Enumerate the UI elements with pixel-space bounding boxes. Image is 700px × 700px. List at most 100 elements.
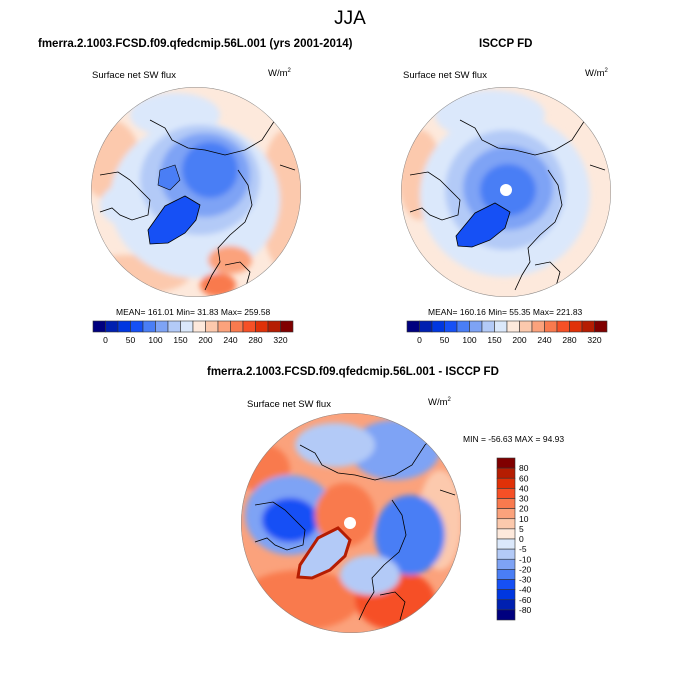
panel3-left-string: Surface net SW flux	[247, 399, 331, 410]
coastline	[204, 169, 253, 291]
colorbar-box	[496, 477, 516, 489]
colorbar-tick-label: 150	[173, 335, 187, 345]
colorbar-box	[431, 320, 445, 333]
coastline	[224, 261, 251, 291]
field-region	[295, 423, 375, 467]
colorbar-box	[506, 320, 520, 333]
coastline	[514, 169, 563, 291]
map-panel1	[91, 87, 301, 297]
units-sup: 2	[287, 68, 291, 74]
colorbar-tick-label: 150	[487, 335, 501, 345]
figure-title: JJA	[334, 8, 366, 29]
greenland-low-region	[147, 195, 201, 245]
colorbar-tick-label: 10	[519, 514, 529, 524]
colorbar-box	[180, 320, 194, 333]
map-panel2	[401, 87, 611, 297]
colorbar-tick-label: 320	[587, 335, 601, 345]
panel2-title: ISCCP FD	[479, 38, 533, 50]
colorbar-panel1: 0 50 100 150 200 240 280 320	[92, 320, 294, 345]
colorbar-tick-label: 200	[198, 335, 212, 345]
panel3-stats: MIN = -56.63 MAX = 94.93	[463, 434, 565, 444]
coastline	[589, 164, 606, 171]
colorbar-tick-label: 50	[440, 335, 450, 345]
field-region	[340, 555, 400, 595]
colorbar-box	[267, 320, 281, 333]
colorbar-tick-label: 100	[462, 335, 476, 345]
colorbar-box	[456, 320, 470, 333]
colorbar-tick-label: 40	[519, 483, 529, 493]
colorbar-tick-label: 240	[223, 335, 237, 345]
colorbar-box	[217, 320, 231, 333]
panel1-stats: MEAN= 161.01 Min= 31.83 Max= 259.58	[116, 307, 271, 317]
colorbar-box	[496, 498, 516, 509]
field-region	[435, 90, 545, 140]
coastline	[93, 127, 113, 133]
colorbar-tick-label: 5	[519, 524, 524, 534]
colorbar-tick-label: 30	[519, 494, 529, 504]
panel3-units: W/m2	[428, 397, 451, 408]
colorbar-box	[105, 320, 119, 333]
colorbar-box	[519, 320, 533, 333]
colorbar-box	[496, 579, 516, 590]
units-text: W/m	[585, 68, 605, 80]
units-text: W/m	[268, 68, 288, 80]
colorbar-tick-label: 0	[417, 335, 422, 345]
colorbar-box	[569, 320, 583, 333]
colorbar-box	[255, 320, 269, 333]
colorbar-box	[155, 320, 169, 333]
coastlines	[254, 432, 456, 621]
colorbar-tick-label: 0	[519, 534, 524, 544]
colorbar-tick-label: 20	[519, 504, 529, 514]
colorbar-tick-label: -30	[519, 575, 532, 585]
archipelago-region	[157, 164, 181, 191]
colorbar-tick-label: -80	[519, 605, 532, 615]
colorbar-box	[531, 320, 545, 333]
coastline	[409, 171, 461, 221]
colorbar-box	[130, 320, 144, 333]
colorbar-box	[556, 320, 570, 333]
colorbar-box	[205, 320, 219, 333]
colorbar-box	[494, 320, 508, 333]
greenland-region	[296, 526, 352, 580]
colorbar-tick-label: -60	[519, 595, 532, 605]
coastline	[534, 261, 561, 291]
colorbar-box	[594, 320, 608, 333]
colorbar-box	[496, 599, 516, 611]
coastline	[149, 107, 289, 156]
colorbar-tick-label: 200	[512, 335, 526, 345]
colorbar-box	[280, 320, 294, 333]
colorbar-box	[496, 609, 516, 621]
colorbar-tick-label: 320	[273, 335, 287, 345]
missing-data-pole	[500, 184, 512, 196]
colorbar-panel2: 0 50 100 150 200 240 280 320	[406, 320, 608, 345]
colorbar-tick-label: 80	[519, 463, 529, 473]
colorbar-box	[496, 488, 516, 499]
colorbar-tick-label: 240	[537, 335, 551, 345]
colorbar-box	[581, 320, 595, 333]
colorbar-box	[142, 320, 156, 333]
colorbar-box	[496, 518, 516, 530]
panel2-left-string: Surface net SW flux	[403, 70, 487, 81]
colorbar-tick-label: -20	[519, 564, 532, 574]
colorbar-box	[242, 320, 256, 333]
colorbar-box	[496, 528, 516, 540]
panel2-stats: MEAN= 160.16 Min= 55.35 Max= 221.83	[428, 307, 583, 317]
field-region	[182, 142, 238, 198]
units-text: W/m	[428, 397, 448, 409]
colorbar-box	[496, 508, 516, 520]
colorbar-tick-label: 280	[562, 335, 576, 345]
field-region	[375, 495, 445, 575]
panel1-left-string: Surface net SW flux	[92, 70, 176, 81]
field-region	[262, 498, 318, 542]
units-sup: 2	[447, 397, 451, 403]
colorbar-box	[406, 320, 420, 333]
colorbar-tick-label: 0	[103, 335, 108, 345]
colorbar-box	[117, 320, 131, 333]
colorbar-box	[419, 320, 433, 333]
colorbar-box	[496, 457, 516, 469]
greenland-low-region	[455, 202, 511, 248]
colorbar-box	[544, 320, 558, 333]
coastlines	[409, 107, 606, 291]
